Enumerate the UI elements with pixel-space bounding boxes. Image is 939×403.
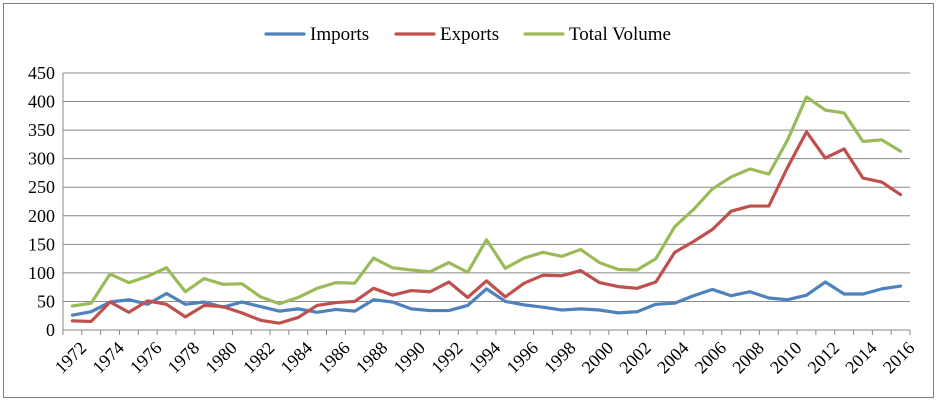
x-tick-label: 1978: [164, 338, 204, 378]
x-tick-label: 1990: [389, 338, 429, 378]
x-tick-label: 1994: [465, 338, 505, 378]
x-tick-label: 1982: [239, 338, 279, 378]
x-tick-label: 1996: [502, 338, 542, 378]
series-line-imports: [70, 280, 903, 317]
y-tick-label: 400: [28, 92, 55, 112]
legend-item-exports: Exports: [394, 24, 499, 45]
y-tick-label: 350: [28, 120, 55, 140]
y-tick-label: 450: [28, 63, 55, 83]
x-tick-label: 2016: [879, 338, 919, 378]
legend-label: Exports: [440, 24, 499, 45]
x-tick-label: 1980: [201, 338, 241, 378]
x-tick-label: 1992: [427, 338, 467, 378]
y-tick-label: 300: [28, 149, 55, 169]
x-tick-label: 2004: [653, 338, 693, 378]
series-lines: [70, 95, 903, 325]
legend: Imports Exports Total Volume: [264, 24, 671, 45]
x-tick-label: 1974: [88, 338, 128, 378]
x-tick-label: 1986: [314, 338, 354, 378]
y-tick-label: 150: [28, 234, 55, 254]
x-tick-label: 2012: [804, 338, 844, 378]
legend-label: Imports: [310, 24, 369, 45]
x-tick-label: 2008: [728, 338, 768, 378]
x-tick-label: 2014: [841, 338, 881, 378]
x-tick-label: 2002: [615, 338, 655, 378]
x-tick-label: 2000: [578, 338, 618, 378]
gridlines: [63, 72, 910, 302]
x-axis-tick-labels: 1972197419761978198019821984198619881990…: [51, 338, 919, 378]
series-line-exports: [70, 130, 903, 325]
series-line-total-volume: [70, 95, 903, 308]
y-tick-label: 50: [37, 291, 55, 311]
y-tick-label: 250: [28, 177, 55, 197]
x-tick-label: 1984: [277, 338, 317, 378]
x-tick-label: 1998: [540, 338, 580, 378]
x-tick-label: 1972: [51, 338, 91, 378]
legend-item-total-volume: Total Volume: [523, 24, 671, 45]
legend-label: Total Volume: [569, 24, 671, 45]
y-tick-label: 0: [46, 320, 55, 340]
axes: [62, 73, 911, 335]
x-tick-label: 2006: [691, 338, 731, 378]
y-tick-label: 200: [28, 206, 55, 226]
x-tick-label: 2010: [766, 338, 806, 378]
x-tick-label: 1976: [126, 338, 166, 378]
y-axis-tick-labels: 0 50 100 150 200 250 300 350 400 450: [28, 63, 55, 340]
legend-item-imports: Imports: [264, 24, 369, 45]
y-tick-label: 100: [28, 263, 55, 283]
x-tick-label: 1988: [352, 338, 392, 378]
chart-frame: [3, 3, 934, 398]
